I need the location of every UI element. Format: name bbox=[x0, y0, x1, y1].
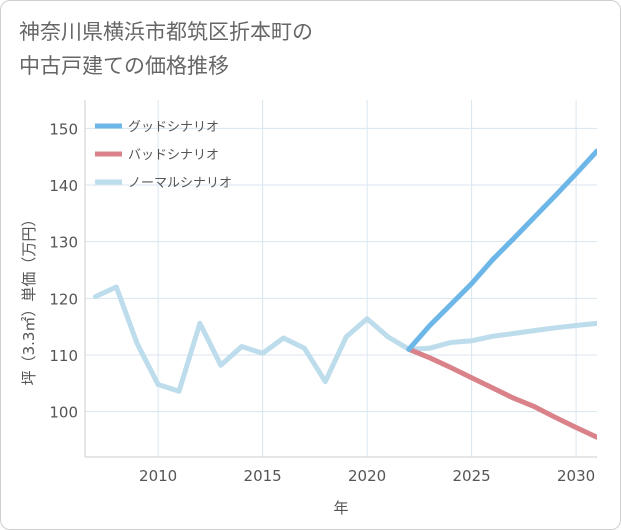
x-tick-label: 2030 bbox=[557, 467, 595, 485]
x-tick-label: 2020 bbox=[348, 467, 386, 485]
chart-title-line-1: 神奈川県横浜市都筑区折本町の bbox=[19, 20, 313, 44]
series-line-1 bbox=[406, 148, 597, 352]
x-tick-label: 2025 bbox=[453, 467, 491, 485]
series-line-3 bbox=[92, 284, 597, 394]
x-axis-title: 年 bbox=[333, 499, 348, 517]
legend-label-3: ノーマルシナリオ bbox=[128, 176, 232, 191]
y-tick-label: 130 bbox=[49, 234, 78, 252]
legend-label-1: グッドシナリオ bbox=[128, 120, 219, 135]
series-lines bbox=[92, 148, 597, 440]
y-tick-label: 120 bbox=[49, 290, 78, 308]
y-axis-title: 坪（3.3㎡）単価（万円） bbox=[20, 212, 38, 386]
series-line-2 bbox=[406, 346, 597, 440]
chart-title-line-2: 中古戸建ての価格推移 bbox=[19, 54, 229, 78]
axes: 100 110 120 130 140 150 2010 2015 2020 2025 2030 bbox=[49, 100, 597, 485]
chart-title: 神奈川県横浜市都筑区折本町の 中古戸建ての価格推移 bbox=[19, 15, 313, 83]
x-tick-label: 2015 bbox=[244, 467, 282, 485]
grid bbox=[85, 100, 597, 457]
y-tick-label: 100 bbox=[49, 404, 78, 422]
y-tick-label: 140 bbox=[49, 177, 78, 195]
y-tick-label: 110 bbox=[49, 347, 78, 365]
legend-label-2: バッドシナリオ bbox=[128, 148, 219, 163]
x-tick-label: 2010 bbox=[139, 467, 177, 485]
y-tick-label: 150 bbox=[49, 120, 78, 138]
